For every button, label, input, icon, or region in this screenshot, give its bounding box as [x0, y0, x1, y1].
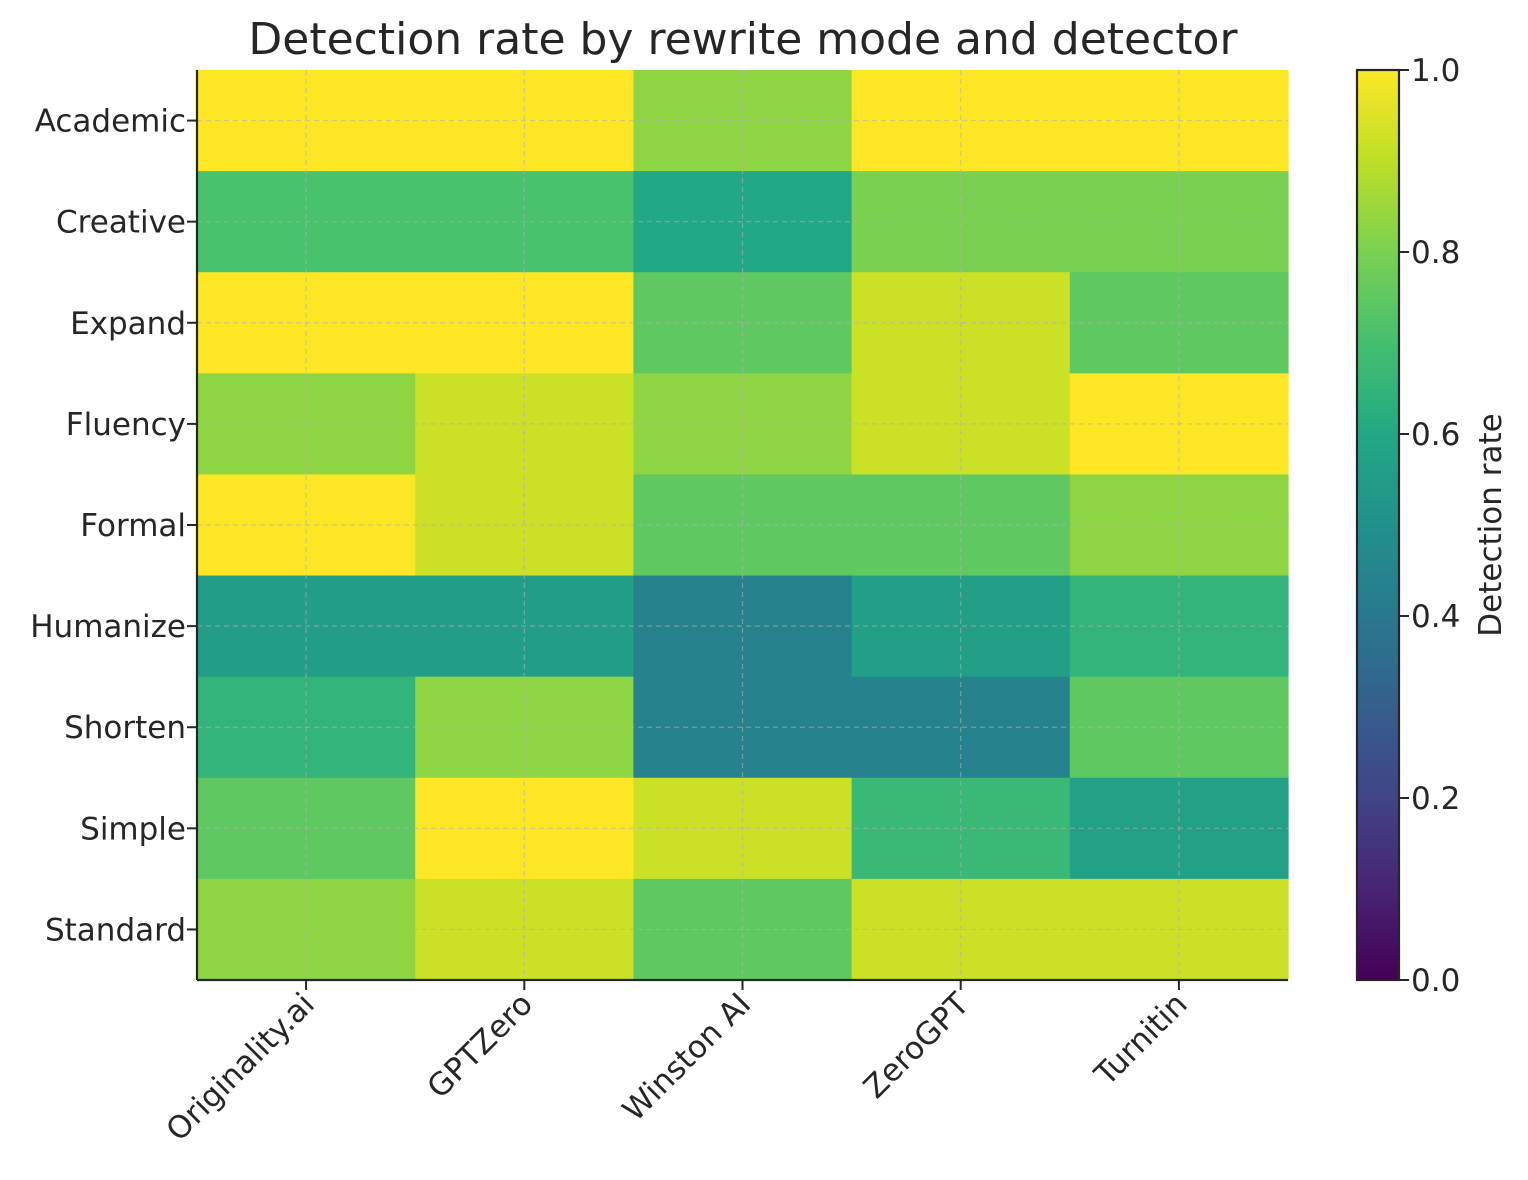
x-tick-label: Originality.ai — [159, 986, 321, 1148]
colorbar-tick-label: 0.2 — [1411, 781, 1460, 817]
y-tick-label: Expand — [70, 306, 186, 342]
y-tick-label: Simple — [80, 811, 186, 847]
colorbar-tick-label: 0.8 — [1411, 235, 1460, 271]
y-tick-label: Fluency — [66, 407, 186, 443]
colorbar-tick-label: 0.4 — [1411, 599, 1460, 635]
y-tick-label: Formal — [80, 508, 186, 544]
x-axis-ticks: Originality.ai GPTZero Winston AI ZeroGPT Tu… — [159, 980, 1195, 1148]
colorbar-tick-label: 0.6 — [1411, 417, 1460, 453]
colorbar-label: Detection rate — [1473, 413, 1509, 636]
grid-lines — [197, 70, 1288, 980]
x-tick-label: Turnitin — [1087, 986, 1194, 1093]
colorbar-gradient — [1355, 68, 1401, 982]
colorbar-tick-label: 0.0 — [1411, 963, 1460, 999]
x-tick-label: ZeroGPT — [857, 985, 977, 1105]
chart-title: Detection rate by rewrite mode and detec… — [248, 14, 1238, 65]
x-tick-label: Winston AI — [616, 986, 758, 1128]
y-axis-ticks: Academic Creative Expand Fluency Formal Human… — [30, 104, 197, 948]
y-tick-label: Shorten — [64, 710, 186, 746]
y-tick-label: Creative — [56, 205, 186, 241]
x-tick-label: GPTZero — [420, 986, 540, 1106]
colorbar: 0.0 0.2 0.4 0.6 0.8 1.0 — [1355, 53, 1460, 999]
y-tick-label: Academic — [35, 104, 186, 140]
y-tick-label: Standard — [45, 912, 186, 948]
y-tick-label: Humanize — [30, 609, 186, 645]
colorbar-tick-label: 1.0 — [1411, 53, 1460, 89]
